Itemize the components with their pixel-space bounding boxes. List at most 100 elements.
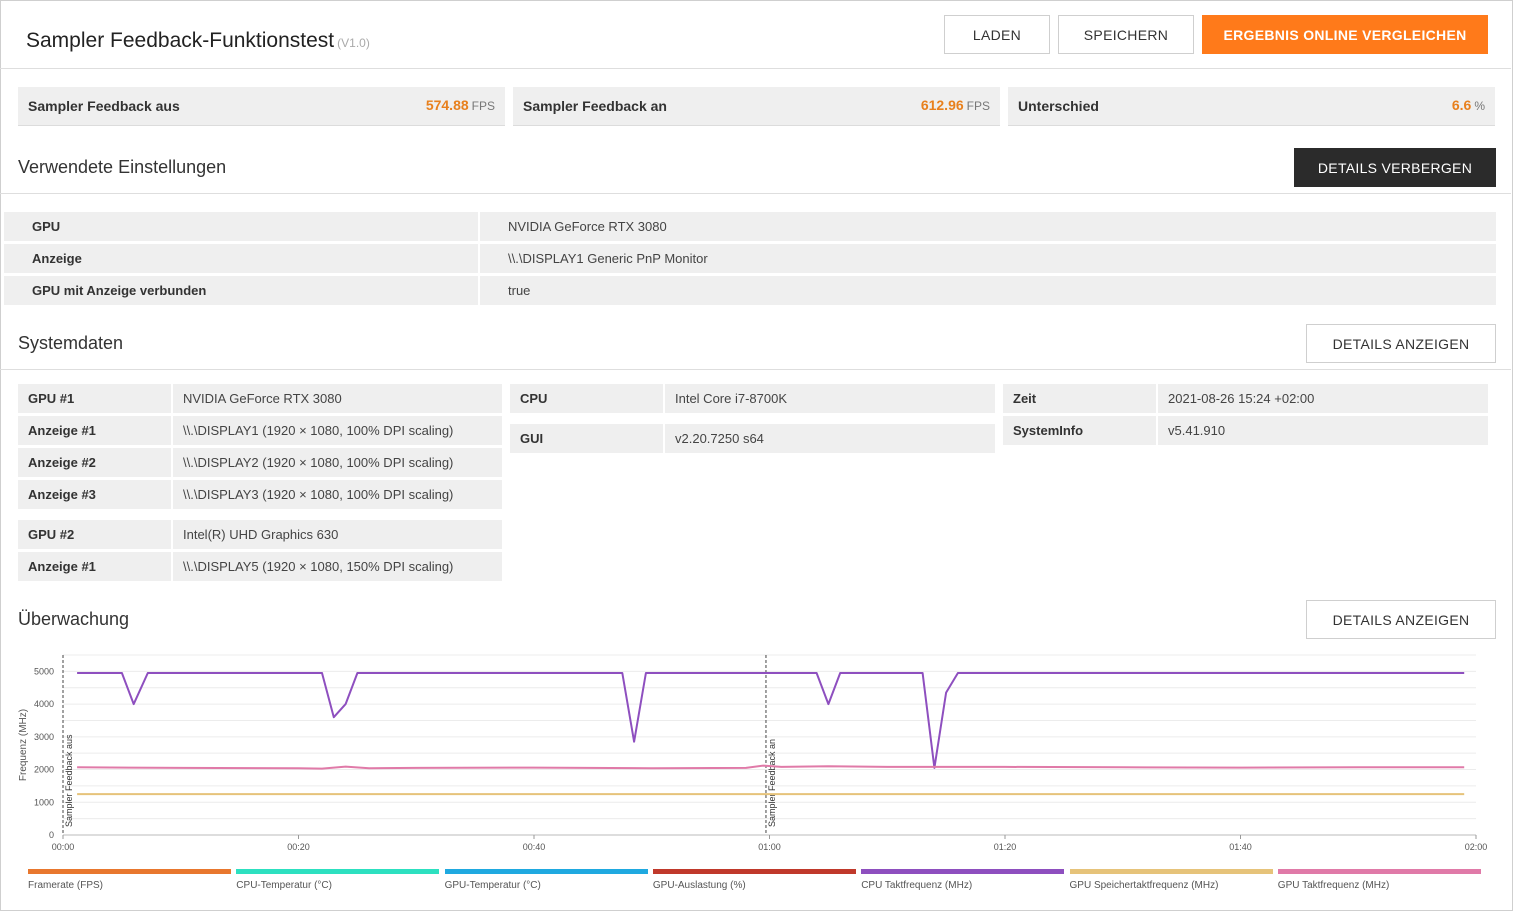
legend-swatch (861, 869, 1065, 874)
x-tick-label: 00:40 (523, 842, 546, 852)
legend-item[interactable]: GPU-Auslastung (%) (652, 869, 856, 891)
series-line (77, 764, 1465, 770)
score-label: Unterschied (1018, 98, 1099, 114)
legend-swatch (444, 869, 648, 874)
show-monitoring-details-button[interactable]: DETAILS ANZEIGEN (1306, 600, 1496, 639)
system-row: Zeit 2021-08-26 15:24 +02:00 (1003, 384, 1488, 413)
compare-online-button[interactable]: ERGEBNIS ONLINE VERGLEICHEN (1202, 15, 1488, 54)
score-value: 612.96 (920, 97, 964, 113)
system-key: CPU (510, 384, 663, 413)
score-value: 6.6 (1451, 97, 1472, 113)
y-tick-label: 0 (49, 830, 54, 840)
system-row: Anzeige #2 \\.\DISPLAY2 (1920 × 1080, 10… (18, 448, 502, 477)
system-key: SystemInfo (1003, 416, 1156, 445)
system-key: Anzeige #3 (18, 480, 171, 509)
legend-label: CPU-Temperatur (°C) (236, 880, 332, 891)
monitoring-title: Überwachung (18, 609, 130, 629)
x-tick-label: 01:00 (758, 842, 781, 852)
score-unit: FPS (471, 99, 495, 113)
system-row: Anzeige #3 \\.\DISPLAY3 (1920 × 1080, 10… (18, 480, 502, 509)
system-row: GUI v2.20.7250 s64 (510, 424, 995, 453)
legend-item[interactable]: GPU Speichertaktfrequenz (MHz) (1069, 869, 1273, 891)
system-title: Systemdaten (18, 333, 124, 353)
legend-item[interactable]: GPU Taktfrequenz (MHz) (1277, 869, 1481, 891)
header-divider (0, 68, 1511, 69)
legend-swatch (1069, 869, 1273, 874)
legend-swatch (236, 869, 440, 874)
system-value: \\.\DISPLAY5 (1920 × 1080, 150% DPI scal… (173, 552, 502, 581)
system-key: Anzeige #2 (18, 448, 171, 477)
x-tick-label: 02:00 (1465, 842, 1488, 852)
version-label: (V1.0) (337, 36, 370, 50)
monitoring-chart: 0 1000 2000 3000 4000 5000 00:00 00:20 00:40 01:… (18, 654, 1488, 852)
system-value: NVIDIA GeForce RTX 3080 (173, 384, 502, 413)
page-title: Sampler Feedback-Funktionstest (V1.0) (26, 29, 370, 53)
settings-row: GPU NVIDIA GeForce RTX 3080 (4, 212, 1496, 241)
system-value: Intel Core i7-8700K (665, 384, 995, 413)
system-key: Anzeige #1 (18, 552, 171, 581)
system-divider (0, 369, 1511, 370)
system-value: \\.\DISPLAY2 (1920 × 1080, 100% DPI scal… (173, 448, 502, 477)
settings-title: Verwendete Einstellungen (18, 157, 227, 177)
save-button[interactable]: SPEICHERN (1058, 15, 1194, 54)
system-row: GPU #2 Intel(R) UHD Graphics 630 (18, 520, 502, 549)
system-row: SystemInfo v5.41.910 (1003, 416, 1488, 445)
system-key: GPU #2 (18, 520, 171, 549)
score-value: 574.88 (425, 97, 469, 113)
legend-label: CPU Taktfrequenz (MHz) (861, 880, 973, 891)
show-system-details-button[interactable]: DETAILS ANZEIGEN (1306, 324, 1496, 363)
system-value: v2.20.7250 s64 (665, 424, 995, 453)
system-value: Intel(R) UHD Graphics 630 (173, 520, 502, 549)
system-row: Anzeige #1 \\.\DISPLAY1 (1920 × 1080, 10… (18, 416, 502, 445)
system-value: \\.\DISPLAY3 (1920 × 1080, 100% DPI scal… (173, 480, 502, 509)
legend-item[interactable]: GPU-Temperatur (°C) (444, 869, 648, 891)
score-unit: % (1474, 99, 1485, 113)
score-label: Sampler Feedback aus (28, 98, 180, 114)
system-value: \\.\DISPLAY1 (1920 × 1080, 100% DPI scal… (173, 416, 502, 445)
y-tick-label: 1000 (34, 797, 54, 807)
settings-key: Anzeige (4, 244, 478, 273)
settings-divider (0, 193, 1511, 194)
system-row: Anzeige #1 \\.\DISPLAY5 (1920 × 1080, 15… (18, 552, 502, 581)
hide-details-button[interactable]: DETAILS VERBERGEN (1294, 148, 1496, 187)
x-tick-label: 01:20 (994, 842, 1017, 852)
score-feedback-off: Sampler Feedback aus 574.88 FPS (18, 87, 505, 126)
system-value: v5.41.910 (1158, 416, 1488, 445)
title-text: Sampler Feedback-Funktionstest (26, 29, 335, 52)
y-tick-label: 3000 (34, 732, 54, 742)
x-tick-label: 01:40 (1229, 842, 1252, 852)
y-tick-label: 2000 (34, 765, 54, 775)
score-feedback-on: Sampler Feedback an 612.96 FPS (513, 87, 1000, 126)
legend-label: GPU Speichertaktfrequenz (MHz) (1069, 880, 1219, 891)
y-tick-label: 4000 (34, 699, 54, 709)
system-key: Anzeige #1 (18, 416, 171, 445)
y-axis-label: Frequenz (MHz) (18, 709, 29, 781)
score-unit: FPS (966, 99, 990, 113)
load-button[interactable]: LADEN (944, 15, 1050, 54)
legend-label: GPU Taktfrequenz (MHz) (1277, 880, 1390, 891)
system-key: GPU #1 (18, 384, 171, 413)
legend-swatch (28, 869, 231, 874)
score-label: Sampler Feedback an (523, 98, 667, 114)
series-line (77, 672, 1465, 769)
legend-label: GPU-Temperatur (°C) (444, 880, 541, 891)
phase-marker-label: Sampler Feedback an (767, 739, 777, 827)
system-row: CPU Intel Core i7-8700K (510, 384, 995, 413)
legend-item[interactable]: Framerate (FPS) (28, 869, 231, 891)
system-key: GUI (510, 424, 663, 453)
settings-row: Anzeige \\.\DISPLAY1 Generic PnP Monitor (4, 244, 1496, 273)
settings-value: NVIDIA GeForce RTX 3080 (480, 212, 1496, 241)
system-row: GPU #1 NVIDIA GeForce RTX 3080 (18, 384, 502, 413)
legend-item[interactable]: CPU-Temperatur (°C) (236, 869, 440, 891)
legend-swatch (652, 869, 856, 874)
legend-label: Framerate (FPS) (28, 880, 104, 891)
system-key: Zeit (1003, 384, 1156, 413)
x-tick-label: 00:00 (52, 842, 75, 852)
settings-value: true (480, 276, 1496, 305)
x-tick-label: 00:20 (287, 842, 310, 852)
legend-item[interactable]: CPU Taktfrequenz (MHz) (861, 869, 1065, 891)
settings-row: GPU mit Anzeige verbunden true (4, 276, 1496, 305)
settings-value: \\.\DISPLAY1 Generic PnP Monitor (480, 244, 1496, 273)
y-tick-label: 5000 (34, 666, 54, 676)
legend-swatch (1277, 869, 1481, 874)
